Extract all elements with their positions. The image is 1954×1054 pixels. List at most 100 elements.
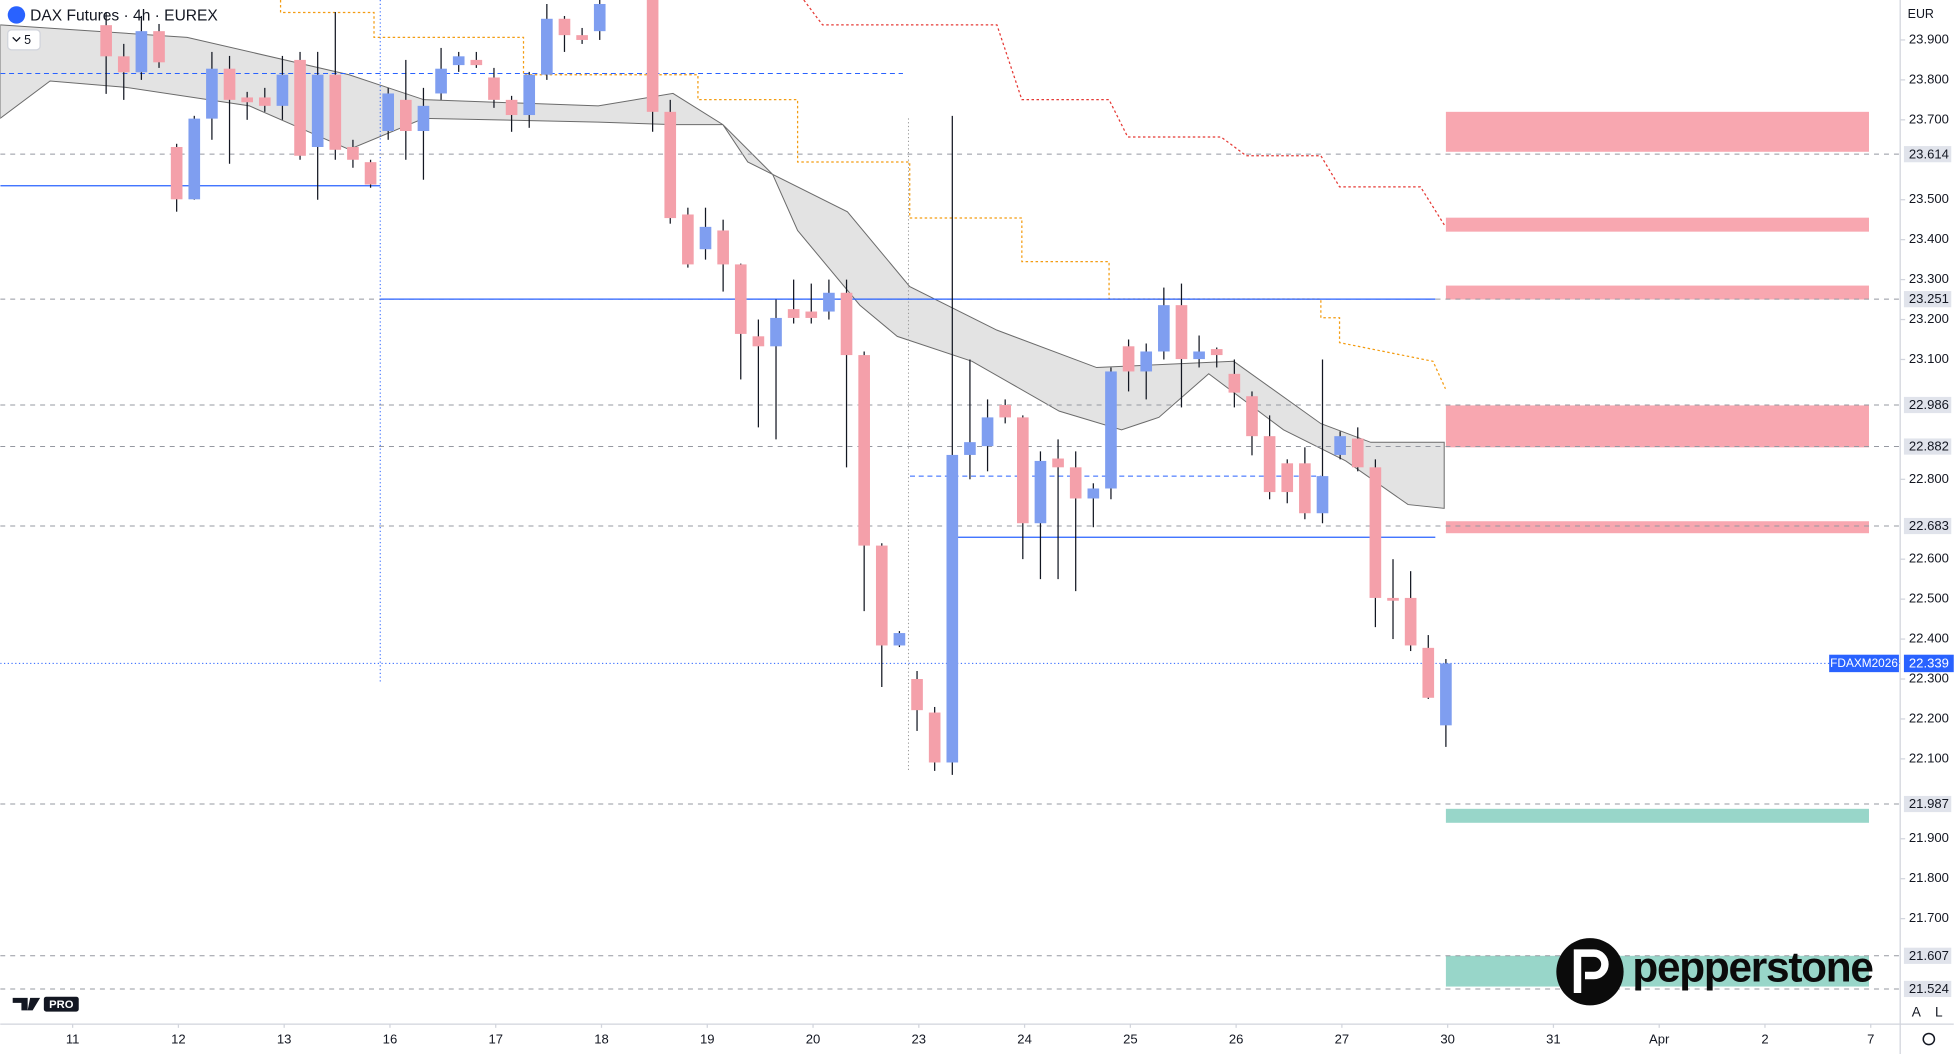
price-badge-label: 21.987 [1909, 796, 1949, 811]
y-tick-label: 22.500 [1909, 591, 1949, 606]
candle-body [928, 712, 941, 763]
candle-body [1440, 663, 1452, 726]
y-tick-label: 23.200 [1909, 311, 1949, 326]
baseline-line [279, 0, 1447, 389]
candle-body [1387, 597, 1399, 601]
price-badge-label: 21.524 [1909, 981, 1949, 996]
candle-body [1140, 351, 1153, 372]
y-tick-label: 22.300 [1909, 670, 1949, 685]
candle-body [1193, 351, 1205, 360]
zone [1445, 405, 1869, 448]
candle-body [964, 442, 976, 455]
candle-body [858, 355, 870, 546]
resistance-line [803, 0, 1446, 228]
tv-logo: PRO [12, 996, 79, 1012]
candle-body [1334, 436, 1346, 455]
price-badge [1903, 947, 1952, 964]
x-tick-label: 2 [1761, 1032, 1768, 1047]
auto-scale-button[interactable]: A [1912, 1005, 1922, 1020]
y-tick-label: 23.100 [1909, 351, 1949, 366]
candle-body [135, 31, 148, 73]
pro-badge [43, 996, 79, 1012]
candle-body [170, 146, 183, 200]
candle-body [893, 633, 906, 646]
price-badge [1903, 795, 1952, 813]
candle-body [505, 99, 518, 116]
candle-body [311, 74, 324, 147]
candle-body [1316, 476, 1329, 514]
y-tick-label: 23.400 [1909, 231, 1949, 246]
candle-body [1175, 305, 1188, 360]
zone [1445, 111, 1869, 152]
candle-body [1351, 438, 1364, 468]
candle-body [1228, 373, 1241, 393]
y-tick-label: 22.200 [1909, 710, 1949, 725]
candle-body [1158, 305, 1170, 352]
candle-body [364, 162, 377, 185]
x-tick-label: 24 [1017, 1032, 1032, 1047]
candle-body [1210, 349, 1223, 356]
candle-body [223, 68, 236, 100]
candle-body [664, 111, 677, 219]
last-price-badge [1903, 654, 1954, 673]
candle-body [347, 146, 359, 160]
y-tick-label: 22.400 [1909, 631, 1949, 646]
x-tick-label: 7 [1867, 1032, 1874, 1047]
candle-body [541, 18, 553, 75]
candle-body [787, 309, 800, 318]
candle-body [734, 264, 747, 334]
x-tick-label: 31 [1546, 1032, 1561, 1047]
candle-body [1052, 458, 1064, 468]
x-tick-label: 17 [488, 1032, 503, 1047]
x-tick-label: 25 [1123, 1032, 1138, 1047]
broker-logo: pepperstone [1556, 938, 1875, 1006]
price-badge-label: 21.607 [1909, 948, 1949, 963]
candle-body [452, 56, 465, 66]
candle-body [840, 292, 853, 356]
x-tick-label: 27 [1335, 1032, 1350, 1047]
price-badge [1903, 517, 1952, 535]
indicator-count[interactable]: 5 [24, 33, 31, 47]
chart-title: DAX Futures · 4h · EUREX [30, 7, 218, 24]
candle-body [417, 105, 430, 132]
y-tick-label: 23.800 [1909, 71, 1949, 86]
candle-body [206, 68, 218, 119]
candle-body [276, 74, 289, 106]
candle-body [558, 18, 571, 36]
candle-body [488, 77, 500, 100]
candle-body [294, 59, 306, 156]
candle-body [1016, 417, 1029, 524]
candle-body [523, 74, 536, 116]
candle-body [1122, 346, 1135, 372]
candle-body [329, 74, 342, 150]
zone [1445, 808, 1869, 823]
candle-body [999, 405, 1012, 418]
candle-body [241, 97, 253, 103]
x-tick-label: 16 [383, 1032, 398, 1047]
y-tick-label: 21.900 [1909, 830, 1949, 845]
ichimoku-cloud [0, 24, 1445, 509]
price-badge [1903, 396, 1952, 414]
candle-body [1422, 647, 1435, 698]
candle-body [188, 118, 201, 200]
broker-name: pepperstone [1632, 944, 1873, 991]
x-tick-label: 12 [171, 1032, 186, 1047]
candle-body [682, 214, 694, 265]
price-badge [1903, 980, 1952, 998]
currency-label: EUR [1908, 7, 1934, 21]
price-badge-label: 23.251 [1909, 291, 1949, 306]
y-tick-label: 22.600 [1909, 551, 1949, 566]
indicator-toggle[interactable] [7, 29, 41, 51]
x-tick-label: 23 [912, 1032, 927, 1047]
candle-body [100, 25, 112, 57]
candle-body [646, 0, 659, 112]
y-tick-label: 22.800 [1909, 471, 1949, 486]
x-tick-label: 11 [66, 1032, 80, 1047]
y-tick-label: 23.900 [1909, 31, 1949, 46]
log-scale-button[interactable]: L [1935, 1005, 1943, 1020]
settings-button[interactable] [1922, 1032, 1936, 1046]
zone [1445, 285, 1869, 300]
candle-body [717, 230, 729, 265]
candle-body [1263, 436, 1276, 493]
